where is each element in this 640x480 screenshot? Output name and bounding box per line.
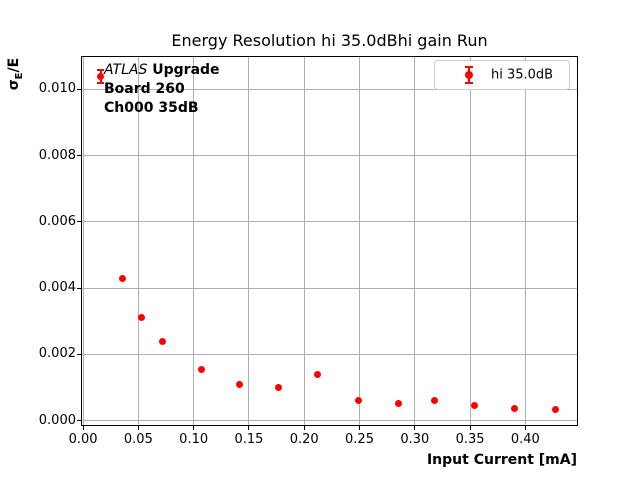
- y-tick: [77, 420, 81, 422]
- y-gridline: [82, 221, 577, 223]
- chart-title: Energy Resolution hi 35.0dBhi gain Run: [171, 31, 488, 50]
- data-point: [235, 380, 243, 388]
- y-tick: [77, 88, 81, 90]
- y-tick: [77, 287, 81, 289]
- data-point: [314, 370, 321, 378]
- y-gridline: [82, 420, 577, 422]
- annotation-upgrade: Upgrade: [147, 62, 220, 78]
- x-tick: [193, 426, 195, 430]
- x-gridline: [414, 57, 416, 425]
- x-tick-label: 0.20: [289, 432, 319, 447]
- y-gridline: [82, 155, 577, 157]
- annotation-experiment: ATLAS: [104, 62, 148, 78]
- annotation-text: ATLAS Upgrade Board 260 Ch000 35dB: [104, 61, 220, 118]
- x-tick: [469, 426, 471, 430]
- x-tick: [248, 426, 250, 430]
- y-axis-label-subscript: E: [13, 72, 25, 80]
- x-tick: [82, 426, 84, 430]
- annotation-line-1: ATLAS Upgrade: [104, 61, 220, 80]
- data-point: [354, 397, 362, 405]
- y-tick-label: 0.006: [38, 213, 76, 229]
- y-gridline: [82, 287, 577, 289]
- legend: hi 35.0dB: [434, 60, 570, 90]
- x-gridline: [82, 57, 84, 425]
- errorbar-cap-bottom-icon: [465, 82, 473, 84]
- data-point: [510, 405, 518, 413]
- x-tick: [414, 426, 416, 430]
- x-tick-label: 0.35: [455, 432, 485, 447]
- y-axis-label-sigma: σ: [6, 79, 22, 91]
- y-tick-label: 0.004: [38, 280, 76, 296]
- data-point: [119, 274, 127, 282]
- y-tick-label: 0.002: [38, 346, 76, 362]
- y-tick-label: 0.010: [38, 81, 76, 97]
- errorbar-cap-top-icon: [465, 66, 473, 68]
- data-point: [275, 383, 283, 391]
- legend-label: hi 35.0dB: [491, 67, 554, 83]
- x-tick: [524, 426, 526, 430]
- y-gridline: [82, 88, 577, 90]
- x-gridline: [359, 57, 361, 425]
- x-tick-label: 0.05: [123, 432, 153, 447]
- error-bar-cap: [97, 81, 105, 84]
- y-tick: [77, 155, 81, 157]
- x-gridline: [248, 57, 250, 425]
- x-axis-label: Input Current [mA]: [426, 452, 577, 468]
- y-tick: [77, 353, 81, 355]
- x-gridline: [193, 57, 195, 425]
- annotation-board: Board 260: [104, 81, 185, 97]
- data-point: [394, 400, 402, 408]
- x-tick-label: 0.30: [400, 432, 430, 447]
- x-gridline: [303, 57, 305, 425]
- x-tick: [137, 426, 139, 430]
- x-tick-label: 0.10: [179, 432, 209, 447]
- annotation-channel: Ch000 35dB: [104, 100, 199, 116]
- x-tick-label: 0.15: [234, 432, 264, 447]
- errorbar-dot-icon: [465, 71, 473, 79]
- data-point: [431, 397, 439, 405]
- data-point: [97, 72, 105, 80]
- x-tick: [303, 426, 305, 430]
- y-tick: [77, 221, 81, 223]
- y-axis-label-rest: /E: [6, 57, 22, 73]
- x-tick: [359, 426, 361, 430]
- x-tick-label: 0.40: [510, 432, 540, 447]
- plot-area: ATLAS Upgrade Board 260 Ch000 35dB hi 35…: [81, 56, 578, 426]
- x-tick-label: 0.25: [345, 432, 374, 447]
- x-gridline: [524, 57, 526, 425]
- data-point: [471, 402, 478, 410]
- error-bar-cap: [97, 68, 105, 71]
- x-gridline: [469, 57, 471, 425]
- data-point: [138, 314, 146, 322]
- y-tick-label: 0.000: [38, 412, 76, 428]
- y-axis-label: σE/E: [4, 50, 25, 98]
- x-tick-label: 0.00: [68, 432, 98, 447]
- data-point: [197, 365, 205, 373]
- data-point: [551, 406, 559, 414]
- y-tick-label: 0.008: [38, 147, 76, 163]
- data-point: [159, 337, 167, 345]
- y-gridline: [82, 353, 577, 355]
- x-gridline: [137, 57, 139, 425]
